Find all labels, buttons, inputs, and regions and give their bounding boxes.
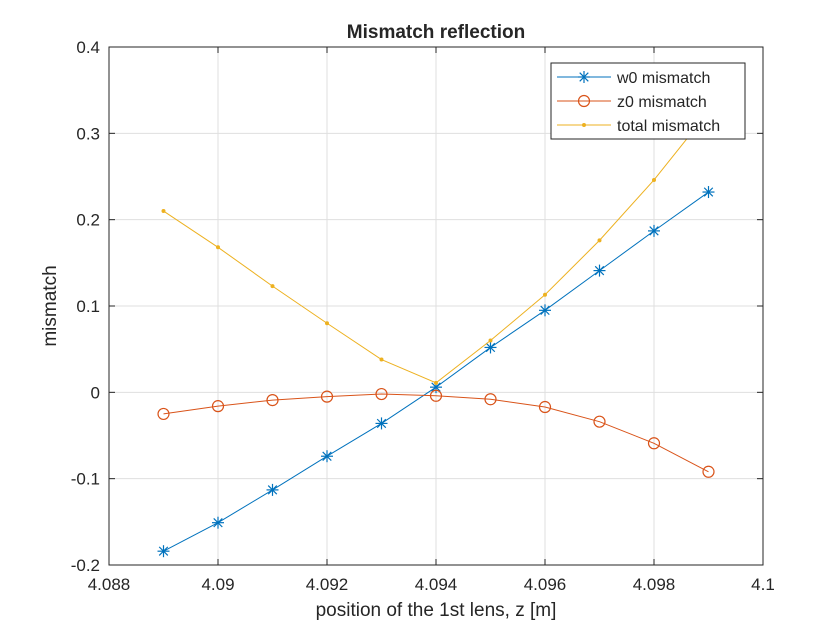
data-point-circle bbox=[702, 465, 715, 478]
legend-item: z0 mismatch bbox=[557, 94, 707, 111]
data-point-dot bbox=[582, 123, 586, 127]
x-tick-label: 4.096 bbox=[524, 575, 567, 594]
x-tick-label: 4.088 bbox=[88, 575, 131, 594]
data-point-dot bbox=[597, 238, 602, 243]
data-point-asterisk bbox=[430, 381, 442, 394]
data-point-asterisk bbox=[375, 417, 388, 430]
x-tick-label: 4.1 bbox=[751, 575, 775, 594]
x-tick-label: 4.092 bbox=[306, 575, 349, 594]
legend-label: w0 mismatch bbox=[616, 70, 710, 87]
data-point-asterisk bbox=[212, 516, 224, 529]
data-point-dot bbox=[434, 380, 438, 385]
legend: w0 mismatch z0 mismatch total mismatch bbox=[550, 62, 746, 140]
x-axis-label: position of the 1st lens, z [m] bbox=[316, 600, 557, 621]
data-point-circle bbox=[320, 390, 334, 403]
data-point-dot bbox=[270, 284, 275, 289]
series-z0-mismatch bbox=[157, 387, 715, 478]
data-point-asterisk bbox=[648, 224, 660, 237]
data-point-circle bbox=[211, 400, 225, 413]
data-point-circle bbox=[593, 415, 606, 428]
data-point-dot bbox=[488, 338, 493, 343]
data-point-asterisk bbox=[157, 545, 170, 558]
data-point-dot bbox=[325, 321, 329, 326]
y-tick-label: 0.3 bbox=[76, 124, 100, 143]
data-point-circle bbox=[647, 437, 661, 450]
series-w0-mismatch bbox=[157, 186, 715, 558]
series-line bbox=[163, 393, 709, 473]
data-point-dot bbox=[379, 357, 384, 362]
data-point-asterisk bbox=[539, 304, 551, 317]
data-point-asterisk bbox=[578, 71, 590, 83]
data-point-asterisk bbox=[484, 341, 497, 354]
data-point-dot bbox=[652, 177, 656, 182]
y-tick-label: 0 bbox=[91, 383, 100, 402]
data-point-circle bbox=[375, 387, 388, 401]
data-point-asterisk bbox=[321, 450, 333, 463]
data-point-circle bbox=[429, 389, 443, 402]
x-tick-label: 4.09 bbox=[201, 575, 234, 594]
data-point-asterisk bbox=[266, 483, 279, 496]
chart-title: Mismatch reflection bbox=[347, 22, 525, 43]
y-axis-label: mismatch bbox=[40, 265, 61, 346]
y-tick-label: 0.1 bbox=[76, 297, 100, 316]
data-point-circle bbox=[484, 393, 497, 406]
axis-tick-labels: 4.088 4.09 4.092 4.094 4.096 4.098 4.1 -0.2 -0.1… bbox=[71, 38, 775, 594]
legend-label: z0 mismatch bbox=[617, 94, 707, 111]
axis-ticks bbox=[108, 46, 764, 566]
y-tick-label: 0.4 bbox=[76, 38, 100, 57]
data-point-asterisk bbox=[593, 264, 606, 277]
legend-label: total mismatch bbox=[617, 118, 720, 135]
data-point-dot bbox=[161, 209, 166, 214]
y-tick-label: -0.1 bbox=[71, 470, 100, 489]
y-tick-label: -0.2 bbox=[71, 556, 100, 575]
data-point-circle bbox=[577, 94, 591, 108]
legend-item: w0 mismatch bbox=[557, 70, 710, 87]
data-point-circle bbox=[266, 394, 279, 407]
data-point-dot bbox=[216, 245, 220, 250]
data-point-asterisk bbox=[702, 186, 715, 199]
data-point-dot bbox=[543, 292, 547, 297]
data-point-circle bbox=[538, 400, 552, 414]
y-tick-label: 0.2 bbox=[76, 211, 100, 230]
series-layer bbox=[157, 109, 715, 558]
x-tick-label: 4.094 bbox=[415, 575, 458, 594]
x-tick-label: 4.098 bbox=[633, 575, 676, 594]
data-point-circle bbox=[157, 407, 170, 421]
legend-item: total mismatch bbox=[557, 118, 720, 135]
